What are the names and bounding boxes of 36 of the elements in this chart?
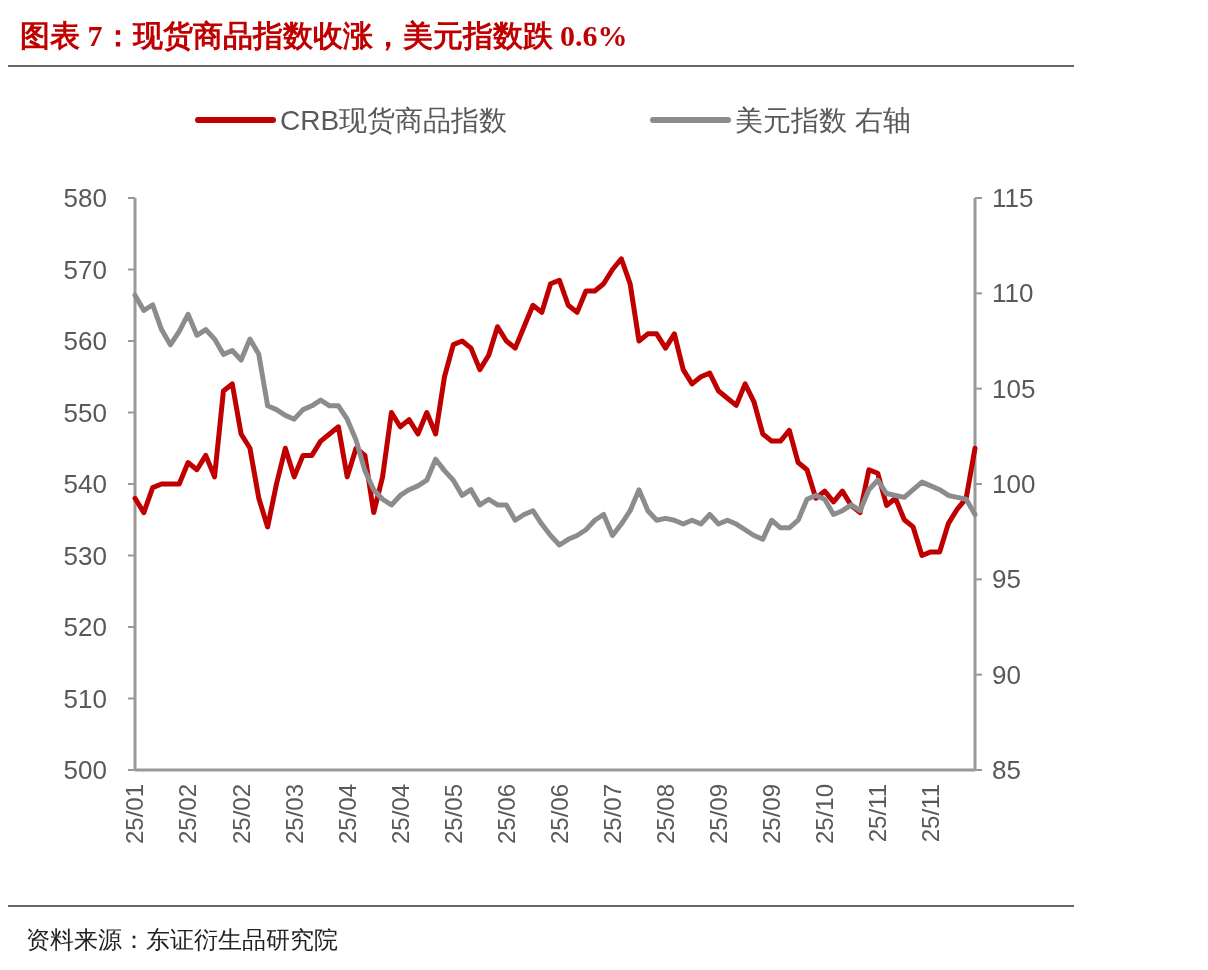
y-tick-label: 560 (63, 326, 107, 357)
y-tick-label: 530 (63, 540, 107, 571)
x-tick-label: 25/09 (704, 784, 732, 845)
x-tick-label: 25/10 (811, 784, 839, 845)
legend-label: CRB现货商品指数 (280, 104, 508, 136)
y2-tick-label: 110 (992, 278, 1034, 309)
y2-tick-label: 85 (992, 755, 1021, 786)
y-tick-label: 570 (63, 254, 107, 285)
chart-title: 图表 7：现货商品指数收涨，美元指数跌 0.6% (20, 19, 628, 52)
y2-tick-label: 100 (992, 469, 1036, 500)
y-tick-label: 550 (63, 397, 107, 428)
x-tick-label: 25/06 (545, 784, 573, 845)
x-tick-label: 25/04 (386, 784, 414, 845)
x-tick-label: 25/11 (917, 784, 945, 843)
y2-tick-label: 95 (992, 564, 1021, 595)
y-tick-label: 540 (63, 469, 107, 500)
x-tick-label: 25/02 (174, 784, 202, 845)
x-tick-label: 25/02 (227, 784, 255, 845)
x-tick-label: 25/01 (121, 784, 149, 845)
y2-tick-label: 90 (992, 659, 1021, 690)
x-tick-label: 25/08 (651, 784, 679, 845)
x-tick-label: 25/04 (333, 784, 361, 845)
y2-tick-label: 115 (992, 183, 1034, 214)
y-tick-label: 510 (63, 683, 107, 714)
y-tick-label: 580 (63, 183, 107, 214)
y2-tick-label: 105 (992, 373, 1036, 404)
x-tick-label: 25/03 (280, 784, 308, 845)
legend-label: 美元指数 右轴 (735, 104, 911, 136)
x-tick-label: 25/11 (864, 784, 892, 843)
x-tick-label: 25/09 (758, 784, 786, 845)
x-tick-label: 25/07 (598, 784, 626, 845)
x-tick-label: 25/05 (439, 784, 467, 845)
x-tick-label: 25/06 (492, 784, 520, 845)
y-tick-label: 500 (63, 755, 107, 786)
y-tick-label: 520 (63, 612, 107, 643)
text: 资料来源：东证衍生品研究院 (26, 927, 338, 953)
